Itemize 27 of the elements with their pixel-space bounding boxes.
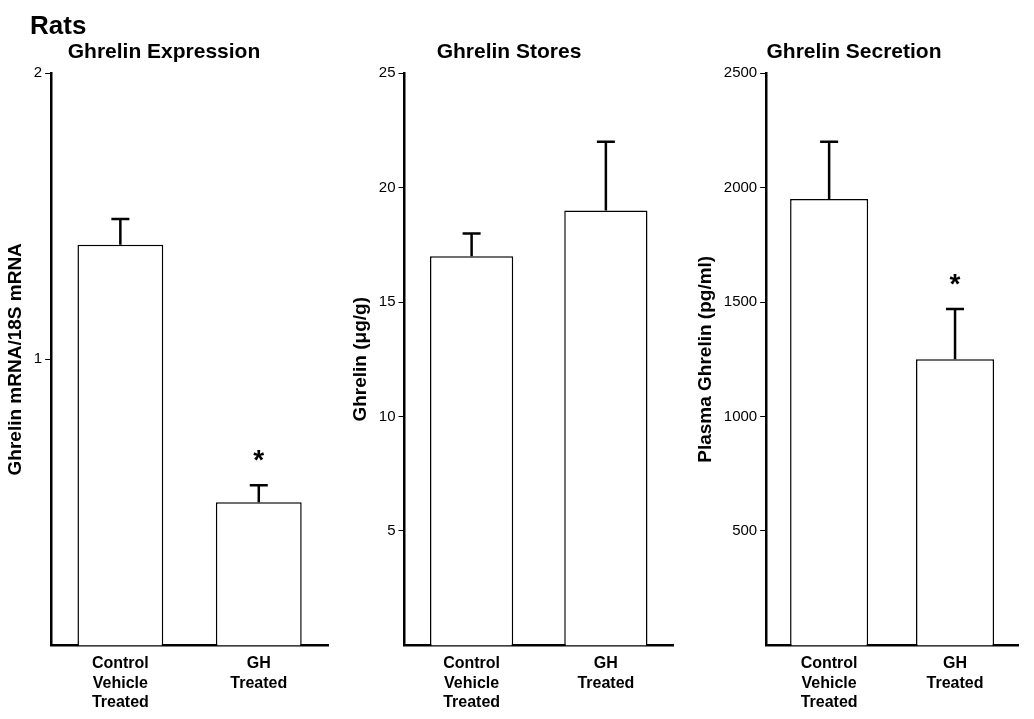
y-tick-label: 20 [378, 177, 396, 195]
x-tick-label: Control Vehicle Treated [443, 654, 501, 710]
y-tick-label: 2000 [723, 177, 758, 195]
y-tick-label: 2 [33, 63, 43, 81]
x-tick-label: GH Treated [230, 654, 288, 691]
y-tick-label: 5 [387, 521, 396, 539]
y-tick-label: 10 [378, 406, 396, 424]
chart-title: Ghrelin Stores [436, 39, 582, 63]
chart-title: Ghrelin Secretion [766, 39, 942, 63]
y-axis-title: Ghrelin mRNA/18S mRNA [3, 242, 25, 476]
x-tick-label: GH Treated [577, 654, 635, 691]
y-tick-label: 2500 [723, 63, 758, 81]
x-tick-label: GH Treated [926, 654, 984, 691]
annotation: * [253, 443, 265, 475]
y-tick-label: 1 [33, 349, 43, 367]
x-tick-label: Control Vehicle Treated [800, 654, 858, 710]
y-axis-title: Ghrelin (μg/g) [348, 297, 370, 422]
y-tick-label: 25 [378, 63, 396, 81]
chart-title: Ghrelin Expression [67, 39, 261, 63]
y-tick-label: 1000 [723, 406, 758, 424]
y-tick-label: 500 [732, 521, 758, 539]
annotation: * [949, 267, 961, 299]
x-tick-label: Control Vehicle Treated [91, 654, 149, 710]
text: Rats [30, 10, 87, 41]
y-tick-label: 1500 [723, 292, 758, 310]
y-tick-label: 15 [378, 292, 396, 310]
y-axis-title: Plasma Ghrelin (pg/ml) [693, 255, 715, 463]
